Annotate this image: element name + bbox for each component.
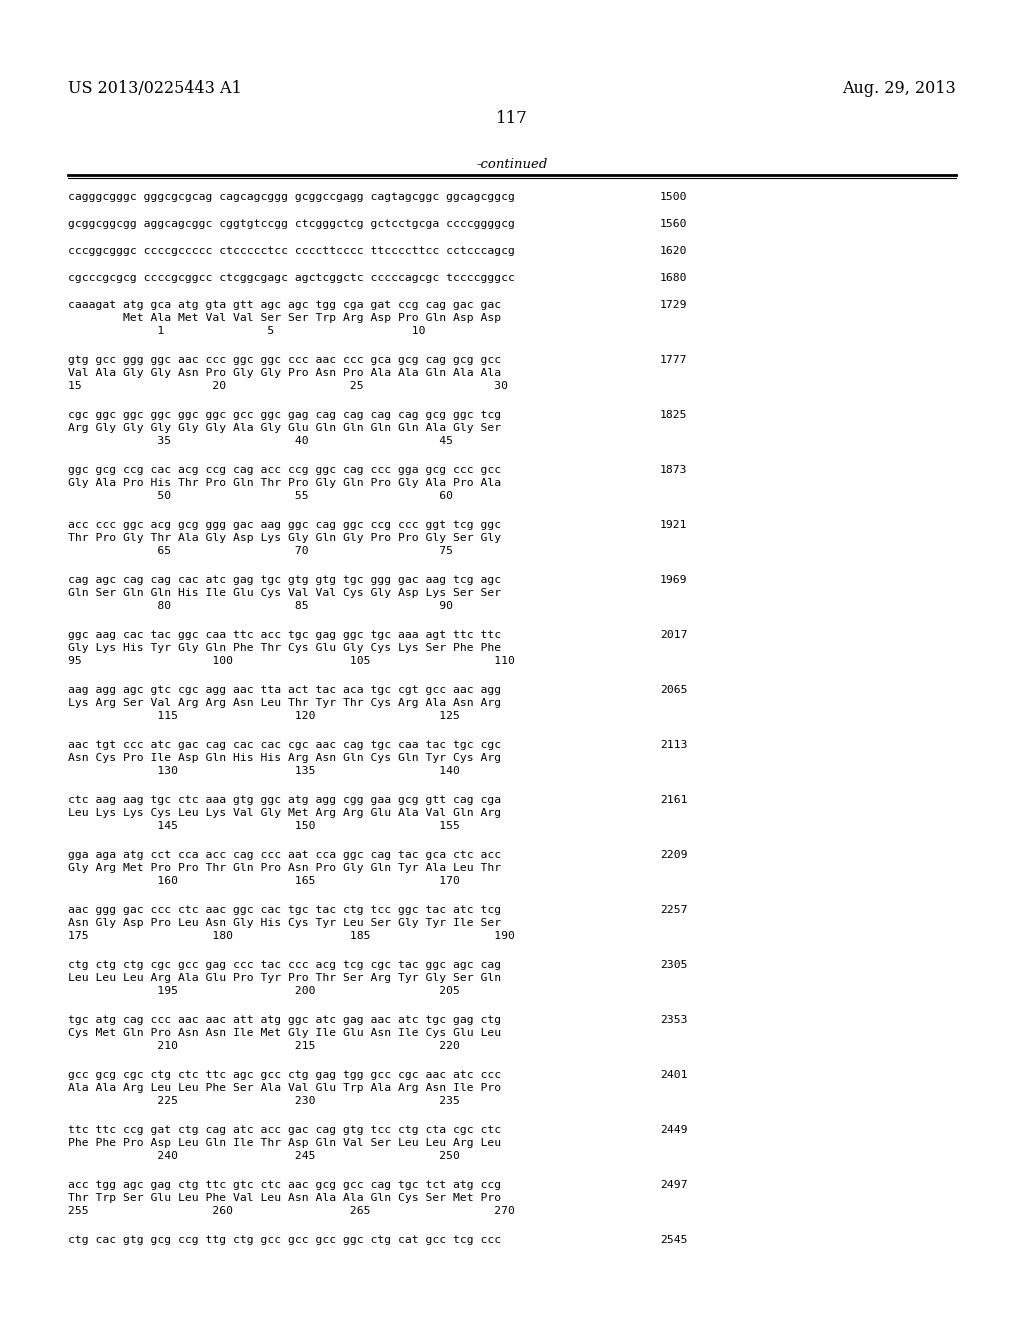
Text: 2065: 2065 bbox=[660, 685, 687, 696]
Text: -continued: -continued bbox=[476, 158, 548, 172]
Text: Asn Gly Asp Pro Leu Asn Gly His Cys Tyr Leu Ser Gly Tyr Ile Ser: Asn Gly Asp Pro Leu Asn Gly His Cys Tyr … bbox=[68, 917, 501, 928]
Text: aag agg agc gtc cgc agg aac tta act tac aca tgc cgt gcc aac agg: aag agg agc gtc cgc agg aac tta act tac … bbox=[68, 685, 501, 696]
Text: 255                  260                 265                  270: 255 260 265 270 bbox=[68, 1206, 515, 1216]
Text: Aug. 29, 2013: Aug. 29, 2013 bbox=[843, 81, 956, 96]
Text: gcggcggcgg aggcagcggc cggtgtccgg ctcgggctcg gctcctgcga ccccggggcg: gcggcggcgg aggcagcggc cggtgtccgg ctcgggc… bbox=[68, 219, 515, 228]
Text: 2497: 2497 bbox=[660, 1180, 687, 1191]
Text: Leu Leu Leu Arg Ala Glu Pro Tyr Pro Thr Ser Arg Tyr Gly Ser Gln: Leu Leu Leu Arg Ala Glu Pro Tyr Pro Thr … bbox=[68, 973, 501, 983]
Text: gcc gcg cgc ctg ctc ttc agc gcc ctg gag tgg gcc cgc aac atc ccc: gcc gcg cgc ctg ctc ttc agc gcc ctg gag … bbox=[68, 1071, 501, 1080]
Text: 2353: 2353 bbox=[660, 1015, 687, 1026]
Text: 80                  85                   90: 80 85 90 bbox=[68, 601, 453, 611]
Text: Thr Pro Gly Thr Ala Gly Asp Lys Gly Gln Gly Pro Pro Gly Ser Gly: Thr Pro Gly Thr Ala Gly Asp Lys Gly Gln … bbox=[68, 533, 501, 543]
Text: 1825: 1825 bbox=[660, 411, 687, 420]
Text: ggc aag cac tac ggc caa ttc acc tgc gag ggc tgc aaa agt ttc ttc: ggc aag cac tac ggc caa ttc acc tgc gag … bbox=[68, 630, 501, 640]
Text: 175                  180                 185                  190: 175 180 185 190 bbox=[68, 931, 515, 941]
Text: 50                  55                   60: 50 55 60 bbox=[68, 491, 453, 502]
Text: 240                 245                  250: 240 245 250 bbox=[68, 1151, 460, 1162]
Text: cgc ggc ggc ggc ggc ggc gcc ggc gag cag cag cag cag gcg ggc tcg: cgc ggc ggc ggc ggc ggc gcc ggc gag cag … bbox=[68, 411, 501, 420]
Text: 2545: 2545 bbox=[660, 1236, 687, 1245]
Text: 15                   20                  25                   30: 15 20 25 30 bbox=[68, 381, 508, 391]
Text: Lys Arg Ser Val Arg Arg Asn Leu Thr Tyr Thr Cys Arg Ala Asn Arg: Lys Arg Ser Val Arg Arg Asn Leu Thr Tyr … bbox=[68, 698, 501, 708]
Text: gtg gcc ggg ggc aac ccc ggc ggc ccc aac ccc gca gcg cag gcg gcc: gtg gcc ggg ggc aac ccc ggc ggc ccc aac … bbox=[68, 355, 501, 366]
Text: 2017: 2017 bbox=[660, 630, 687, 640]
Text: 95                   100                 105                  110: 95 100 105 110 bbox=[68, 656, 515, 667]
Text: 2113: 2113 bbox=[660, 741, 687, 750]
Text: Gly Arg Met Pro Pro Thr Gln Pro Asn Pro Gly Gln Tyr Ala Leu Thr: Gly Arg Met Pro Pro Thr Gln Pro Asn Pro … bbox=[68, 863, 501, 873]
Text: US 2013/0225443 A1: US 2013/0225443 A1 bbox=[68, 81, 242, 96]
Text: Asn Cys Pro Ile Asp Gln His His Arg Asn Gln Cys Gln Tyr Cys Arg: Asn Cys Pro Ile Asp Gln His His Arg Asn … bbox=[68, 752, 501, 763]
Text: 115                 120                  125: 115 120 125 bbox=[68, 711, 460, 721]
Text: acc tgg agc gag ctg ttc gtc ctc aac gcg gcc cag tgc tct atg ccg: acc tgg agc gag ctg ttc gtc ctc aac gcg … bbox=[68, 1180, 501, 1191]
Text: 65                  70                   75: 65 70 75 bbox=[68, 546, 453, 556]
Text: ctc aag aag tgc ctc aaa gtg ggc atg agg cgg gaa gcg gtt cag cga: ctc aag aag tgc ctc aaa gtg ggc atg agg … bbox=[68, 795, 501, 805]
Text: 2209: 2209 bbox=[660, 850, 687, 861]
Text: cag agc cag cag cac atc gag tgc gtg gtg tgc ggg gac aag tcg agc: cag agc cag cag cac atc gag tgc gtg gtg … bbox=[68, 576, 501, 585]
Text: Leu Lys Lys Cys Leu Lys Val Gly Met Arg Arg Glu Ala Val Gln Arg: Leu Lys Lys Cys Leu Lys Val Gly Met Arg … bbox=[68, 808, 501, 818]
Text: 2449: 2449 bbox=[660, 1125, 687, 1135]
Text: ttc ttc ccg gat ctg cag atc acc gac cag gtg tcc ctg cta cgc ctc: ttc ttc ccg gat ctg cag atc acc gac cag … bbox=[68, 1125, 501, 1135]
Text: 2305: 2305 bbox=[660, 960, 687, 970]
Text: Gln Ser Gln Gln His Ile Glu Cys Val Val Cys Gly Asp Lys Ser Ser: Gln Ser Gln Gln His Ile Glu Cys Val Val … bbox=[68, 587, 501, 598]
Text: 225                 230                  235: 225 230 235 bbox=[68, 1096, 460, 1106]
Text: Gly Ala Pro His Thr Pro Gln Thr Pro Gly Gln Pro Gly Ala Pro Ala: Gly Ala Pro His Thr Pro Gln Thr Pro Gly … bbox=[68, 478, 501, 488]
Text: gga aga atg cct cca acc cag ccc aat cca ggc cag tac gca ctc acc: gga aga atg cct cca acc cag ccc aat cca … bbox=[68, 850, 501, 861]
Text: Thr Trp Ser Glu Leu Phe Val Leu Asn Ala Ala Gln Cys Ser Met Pro: Thr Trp Ser Glu Leu Phe Val Leu Asn Ala … bbox=[68, 1193, 501, 1203]
Text: 2401: 2401 bbox=[660, 1071, 687, 1080]
Text: 35                  40                   45: 35 40 45 bbox=[68, 436, 453, 446]
Text: caaagat atg gca atg gta gtt agc agc tgg cga gat ccg cag gac gac: caaagat atg gca atg gta gtt agc agc tgg … bbox=[68, 300, 501, 310]
Text: acc ccc ggc acg gcg ggg gac aag ggc cag ggc ccg ccc ggt tcg ggc: acc ccc ggc acg gcg ggg gac aag ggc cag … bbox=[68, 520, 501, 531]
Text: 130                 135                  140: 130 135 140 bbox=[68, 766, 460, 776]
Text: 1560: 1560 bbox=[660, 219, 687, 228]
Text: ctg cac gtg gcg ccg ttg ctg gcc gcc gcc ggc ctg cat gcc tcg ccc: ctg cac gtg gcg ccg ttg ctg gcc gcc gcc … bbox=[68, 1236, 501, 1245]
Text: Ala Ala Arg Leu Leu Phe Ser Ala Val Glu Trp Ala Arg Asn Ile Pro: Ala Ala Arg Leu Leu Phe Ser Ala Val Glu … bbox=[68, 1082, 501, 1093]
Text: aac tgt ccc atc gac cag cac cac cgc aac cag tgc caa tac tgc cgc: aac tgt ccc atc gac cag cac cac cgc aac … bbox=[68, 741, 501, 750]
Text: cgcccgcgcg ccccgcggcc ctcggcgagc agctcggctc cccccagcgc tccccgggcc: cgcccgcgcg ccccgcggcc ctcggcgagc agctcgg… bbox=[68, 273, 515, 282]
Text: 1873: 1873 bbox=[660, 465, 687, 475]
Text: ggc gcg ccg cac acg ccg cag acc ccg ggc cag ccc gga gcg ccc gcc: ggc gcg ccg cac acg ccg cag acc ccg ggc … bbox=[68, 465, 501, 475]
Text: Val Ala Gly Gly Asn Pro Gly Gly Pro Asn Pro Ala Ala Gln Ala Ala: Val Ala Gly Gly Asn Pro Gly Gly Pro Asn … bbox=[68, 368, 501, 378]
Text: 1680: 1680 bbox=[660, 273, 687, 282]
Text: 1777: 1777 bbox=[660, 355, 687, 366]
Text: 160                 165                  170: 160 165 170 bbox=[68, 876, 460, 886]
Text: 1729: 1729 bbox=[660, 300, 687, 310]
Text: 145                 150                  155: 145 150 155 bbox=[68, 821, 460, 832]
Text: 195                 200                  205: 195 200 205 bbox=[68, 986, 460, 997]
Text: 210                 215                  220: 210 215 220 bbox=[68, 1041, 460, 1051]
Text: 2161: 2161 bbox=[660, 795, 687, 805]
Text: Gly Lys His Tyr Gly Gln Phe Thr Cys Glu Gly Cys Lys Ser Phe Phe: Gly Lys His Tyr Gly Gln Phe Thr Cys Glu … bbox=[68, 643, 501, 653]
Text: 1620: 1620 bbox=[660, 246, 687, 256]
Text: 1               5                    10: 1 5 10 bbox=[68, 326, 426, 337]
Text: 117: 117 bbox=[496, 110, 528, 127]
Text: Met Ala Met Val Val Ser Ser Trp Arg Asp Pro Gln Asp Asp: Met Ala Met Val Val Ser Ser Trp Arg Asp … bbox=[68, 313, 501, 323]
Text: tgc atg cag ccc aac aac att atg ggc atc gag aac atc tgc gag ctg: tgc atg cag ccc aac aac att atg ggc atc … bbox=[68, 1015, 501, 1026]
Text: ctg ctg ctg cgc gcc gag ccc tac ccc acg tcg cgc tac ggc agc cag: ctg ctg ctg cgc gcc gag ccc tac ccc acg … bbox=[68, 960, 501, 970]
Text: Arg Gly Gly Gly Gly Gly Ala Gly Glu Gln Gln Gln Gln Ala Gly Ser: Arg Gly Gly Gly Gly Gly Ala Gly Glu Gln … bbox=[68, 422, 501, 433]
Text: 1500: 1500 bbox=[660, 191, 687, 202]
Text: 1921: 1921 bbox=[660, 520, 687, 531]
Text: Cys Met Gln Pro Asn Asn Ile Met Gly Ile Glu Asn Ile Cys Glu Leu: Cys Met Gln Pro Asn Asn Ile Met Gly Ile … bbox=[68, 1028, 501, 1038]
Text: cccggcgggc ccccgccccc ctccccctcc ccccttcccc ttccccttcc cctcccagcg: cccggcgggc ccccgccccc ctccccctcc ccccttc… bbox=[68, 246, 515, 256]
Text: cagggcgggc gggcgcgcag cagcagcggg gcggccgagg cagtagcggc ggcagcggcg: cagggcgggc gggcgcgcag cagcagcggg gcggccg… bbox=[68, 191, 515, 202]
Text: Phe Phe Pro Asp Leu Gln Ile Thr Asp Gln Val Ser Leu Leu Arg Leu: Phe Phe Pro Asp Leu Gln Ile Thr Asp Gln … bbox=[68, 1138, 501, 1148]
Text: 2257: 2257 bbox=[660, 906, 687, 915]
Text: aac ggg gac ccc ctc aac ggc cac tgc tac ctg tcc ggc tac atc tcg: aac ggg gac ccc ctc aac ggc cac tgc tac … bbox=[68, 906, 501, 915]
Text: 1969: 1969 bbox=[660, 576, 687, 585]
